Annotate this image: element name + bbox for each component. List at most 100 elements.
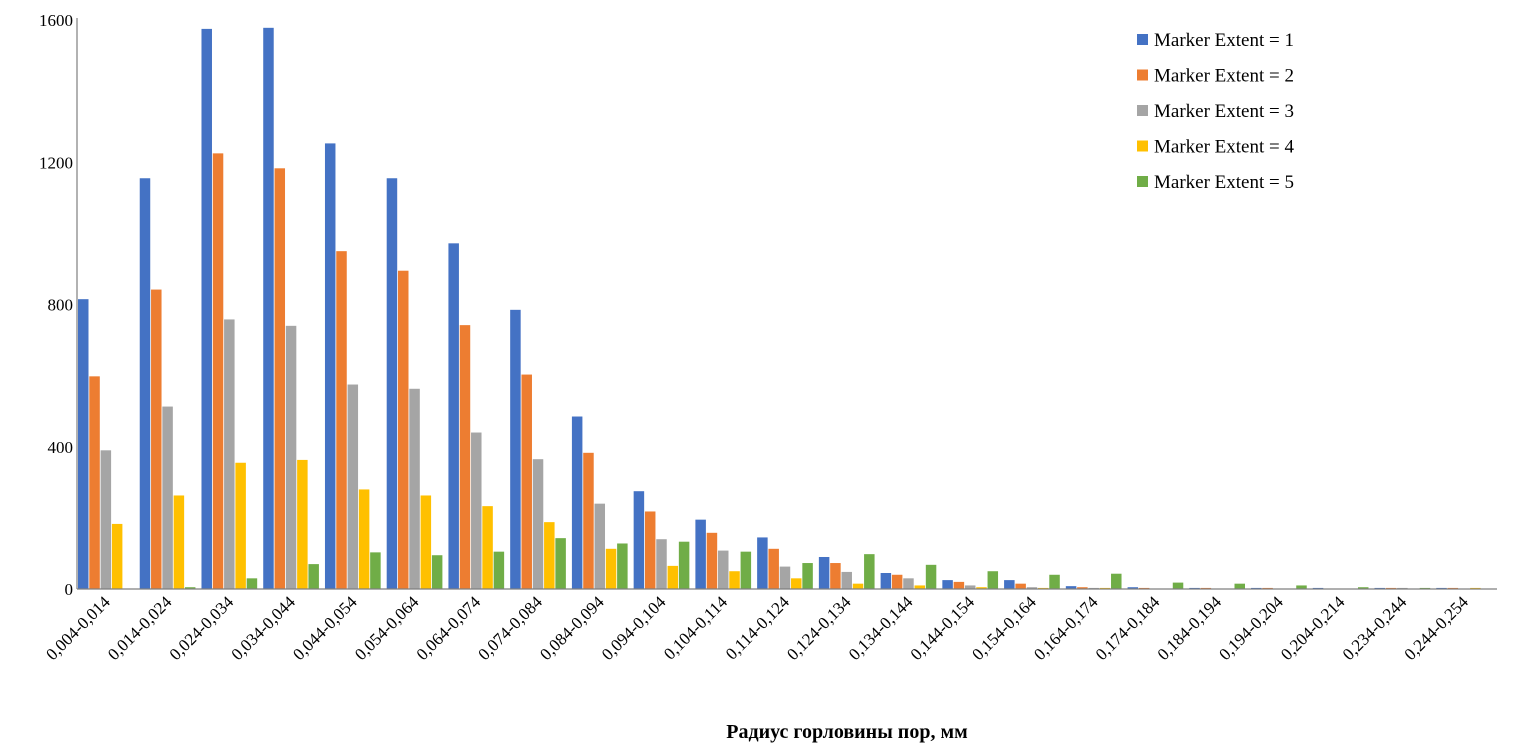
legend-label-2: Marker Extent = 2 (1154, 66, 1294, 87)
bar-series-2-cat-6 (398, 270, 409, 589)
bar-series-5-cat-6 (431, 555, 443, 589)
x-tick-label-21: 0,234-0,244 (1339, 592, 1411, 664)
y-tick-label-0: 0 (65, 580, 74, 599)
legend-swatch-3 (1137, 105, 1148, 116)
legend-label-4: Marker Extent = 4 (1154, 137, 1294, 158)
bar-series-3-cat-11 (717, 550, 729, 589)
bar-series-5-cat-21 (1357, 587, 1369, 589)
legend: Marker Extent = 1 Marker Extent = 2 Marker… (1137, 30, 1294, 193)
y-tick-label-3: 1200 (39, 153, 73, 172)
legend-swatch-1 (1137, 34, 1148, 45)
bar-series-4-cat-12 (791, 578, 802, 589)
bar-series-3-cat-2 (162, 406, 173, 589)
bar-series-1-cat-10 (633, 491, 645, 589)
legend-label-1: Marker Extent = 1 (1154, 30, 1294, 51)
x-tick-label-17: 0,174-0,184 (1092, 592, 1164, 664)
bar-series-5-cat-5 (370, 552, 381, 589)
x-tick-label-7: 0,074-0,084 (474, 592, 546, 664)
bar-series-2-cat-5 (336, 251, 347, 589)
bar-series-5-cat-7 (493, 551, 505, 589)
bar-series-2-cat-9 (583, 452, 594, 589)
bar-series-3-cat-6 (409, 388, 420, 589)
bar-series-4-cat-13 (852, 583, 864, 589)
legend-swatch-4 (1137, 140, 1148, 152)
bar-series-3-cat-9 (594, 503, 606, 589)
bar-series-1-cat-12 (757, 537, 768, 589)
x-tick-label-11: 0,114-0,124 (722, 592, 793, 663)
x-tick-label-14: 0,144-0,154 (907, 592, 979, 664)
bar-series-1-cat-17 (1065, 586, 1077, 589)
x-tick-label-5: 0,054-0,064 (351, 592, 423, 664)
bar-series-3-cat-3 (224, 319, 235, 589)
bar-series-4-cat-9 (605, 548, 617, 589)
x-tick-label-16: 0,164-0,174 (1030, 592, 1102, 664)
bar-series-1-cat-16 (1004, 580, 1015, 589)
x-tick-label-1: 0,014-0,024 (104, 592, 176, 664)
bar-series-3-cat-5 (347, 384, 359, 589)
bar-series-3-cat-4 (285, 325, 297, 589)
x-tick-label-15: 0,154-0,164 (968, 592, 1040, 664)
bar-series-5-cat-15 (987, 571, 999, 589)
bar-series-4-cat-6 (420, 495, 432, 589)
legend-swatch-5 (1137, 176, 1148, 187)
bar-series-4-cat-1 (111, 523, 123, 589)
bar-series-3-cat-7 (471, 432, 482, 589)
bar-series-1-cat-3 (201, 28, 212, 589)
bar-series-1-cat-11 (695, 519, 706, 589)
bar-series-4-cat-11 (729, 571, 740, 589)
x-tick-label-4: 0,044-0,054 (289, 592, 361, 664)
bar-series-2-cat-10 (644, 511, 656, 589)
bar-series-2-cat-15 (953, 581, 965, 589)
bar-series-5-cat-3 (246, 578, 258, 589)
bar-series-5-cat-12 (802, 563, 813, 589)
y-tick-label-1: 400 (48, 438, 74, 457)
y-tick-labels: 0 400 800 1200 1600 (39, 11, 73, 599)
bar-series-5-cat-4 (308, 564, 319, 589)
legend-label-5: Marker Extent = 5 (1154, 172, 1294, 193)
bar-series-2-cat-2 (151, 289, 162, 589)
bar-series-3-cat-12 (779, 566, 791, 589)
bar-series-4-cat-3 (235, 462, 246, 589)
x-tick-label-13: 0,134-0,144 (845, 592, 917, 664)
x-tick-label-3: 0,034-0,044 (227, 592, 299, 664)
bars-layer (78, 27, 1481, 590)
bar-series-2-cat-8 (521, 374, 532, 589)
bar-series-5-cat-2 (184, 587, 196, 589)
bar-series-5-cat-10 (678, 541, 690, 589)
bar-series-1-cat-4 (263, 27, 274, 589)
x-tick-label-20: 0,204-0,214 (1277, 592, 1349, 664)
bar-series-5-cat-16 (1049, 574, 1060, 589)
bar-series-4-cat-15 (976, 587, 987, 589)
y-tick-label-4: 1600 (39, 11, 73, 30)
bar-series-5-cat-9 (617, 543, 628, 589)
y-tick-label-2: 800 (48, 296, 74, 315)
bar-series-2-cat-12 (768, 548, 779, 589)
bar-series-5-cat-13 (864, 554, 875, 589)
bar-series-5-cat-18 (1172, 582, 1184, 589)
bar-series-4-cat-5 (358, 489, 370, 589)
bar-series-4-cat-10 (667, 565, 679, 589)
legend-label-3: Marker Extent = 3 (1154, 101, 1294, 122)
x-tick-label-19: 0,194-0,204 (1215, 592, 1287, 664)
bar-series-2-cat-3 (212, 153, 224, 590)
bar-series-3-cat-8 (532, 459, 544, 589)
bar-series-5-cat-14 (925, 564, 937, 589)
x-tick-label-0: 0,004-0,014 (42, 592, 114, 664)
legend-swatch-2 (1137, 69, 1148, 81)
bar-series-2-cat-14 (891, 574, 903, 589)
bar-series-2-cat-1 (89, 376, 100, 589)
x-tick-label-10: 0,104-0,114 (660, 592, 731, 663)
axes-layer (76, 18, 1497, 590)
bar-series-3-cat-10 (656, 539, 667, 589)
x-tick-label-18: 0,184-0,194 (1154, 592, 1226, 664)
bar-series-2-cat-16 (1015, 583, 1026, 589)
bar-series-1-cat-18 (1127, 587, 1139, 589)
bar-series-1-cat-7 (448, 243, 459, 589)
bar-series-2-cat-17 (1077, 587, 1088, 589)
bar-series-1-cat-2 (139, 178, 151, 589)
bar-series-2-cat-7 (459, 325, 471, 589)
bar-series-1-cat-9 (571, 416, 583, 589)
bar-series-3-cat-16 (1026, 587, 1038, 589)
